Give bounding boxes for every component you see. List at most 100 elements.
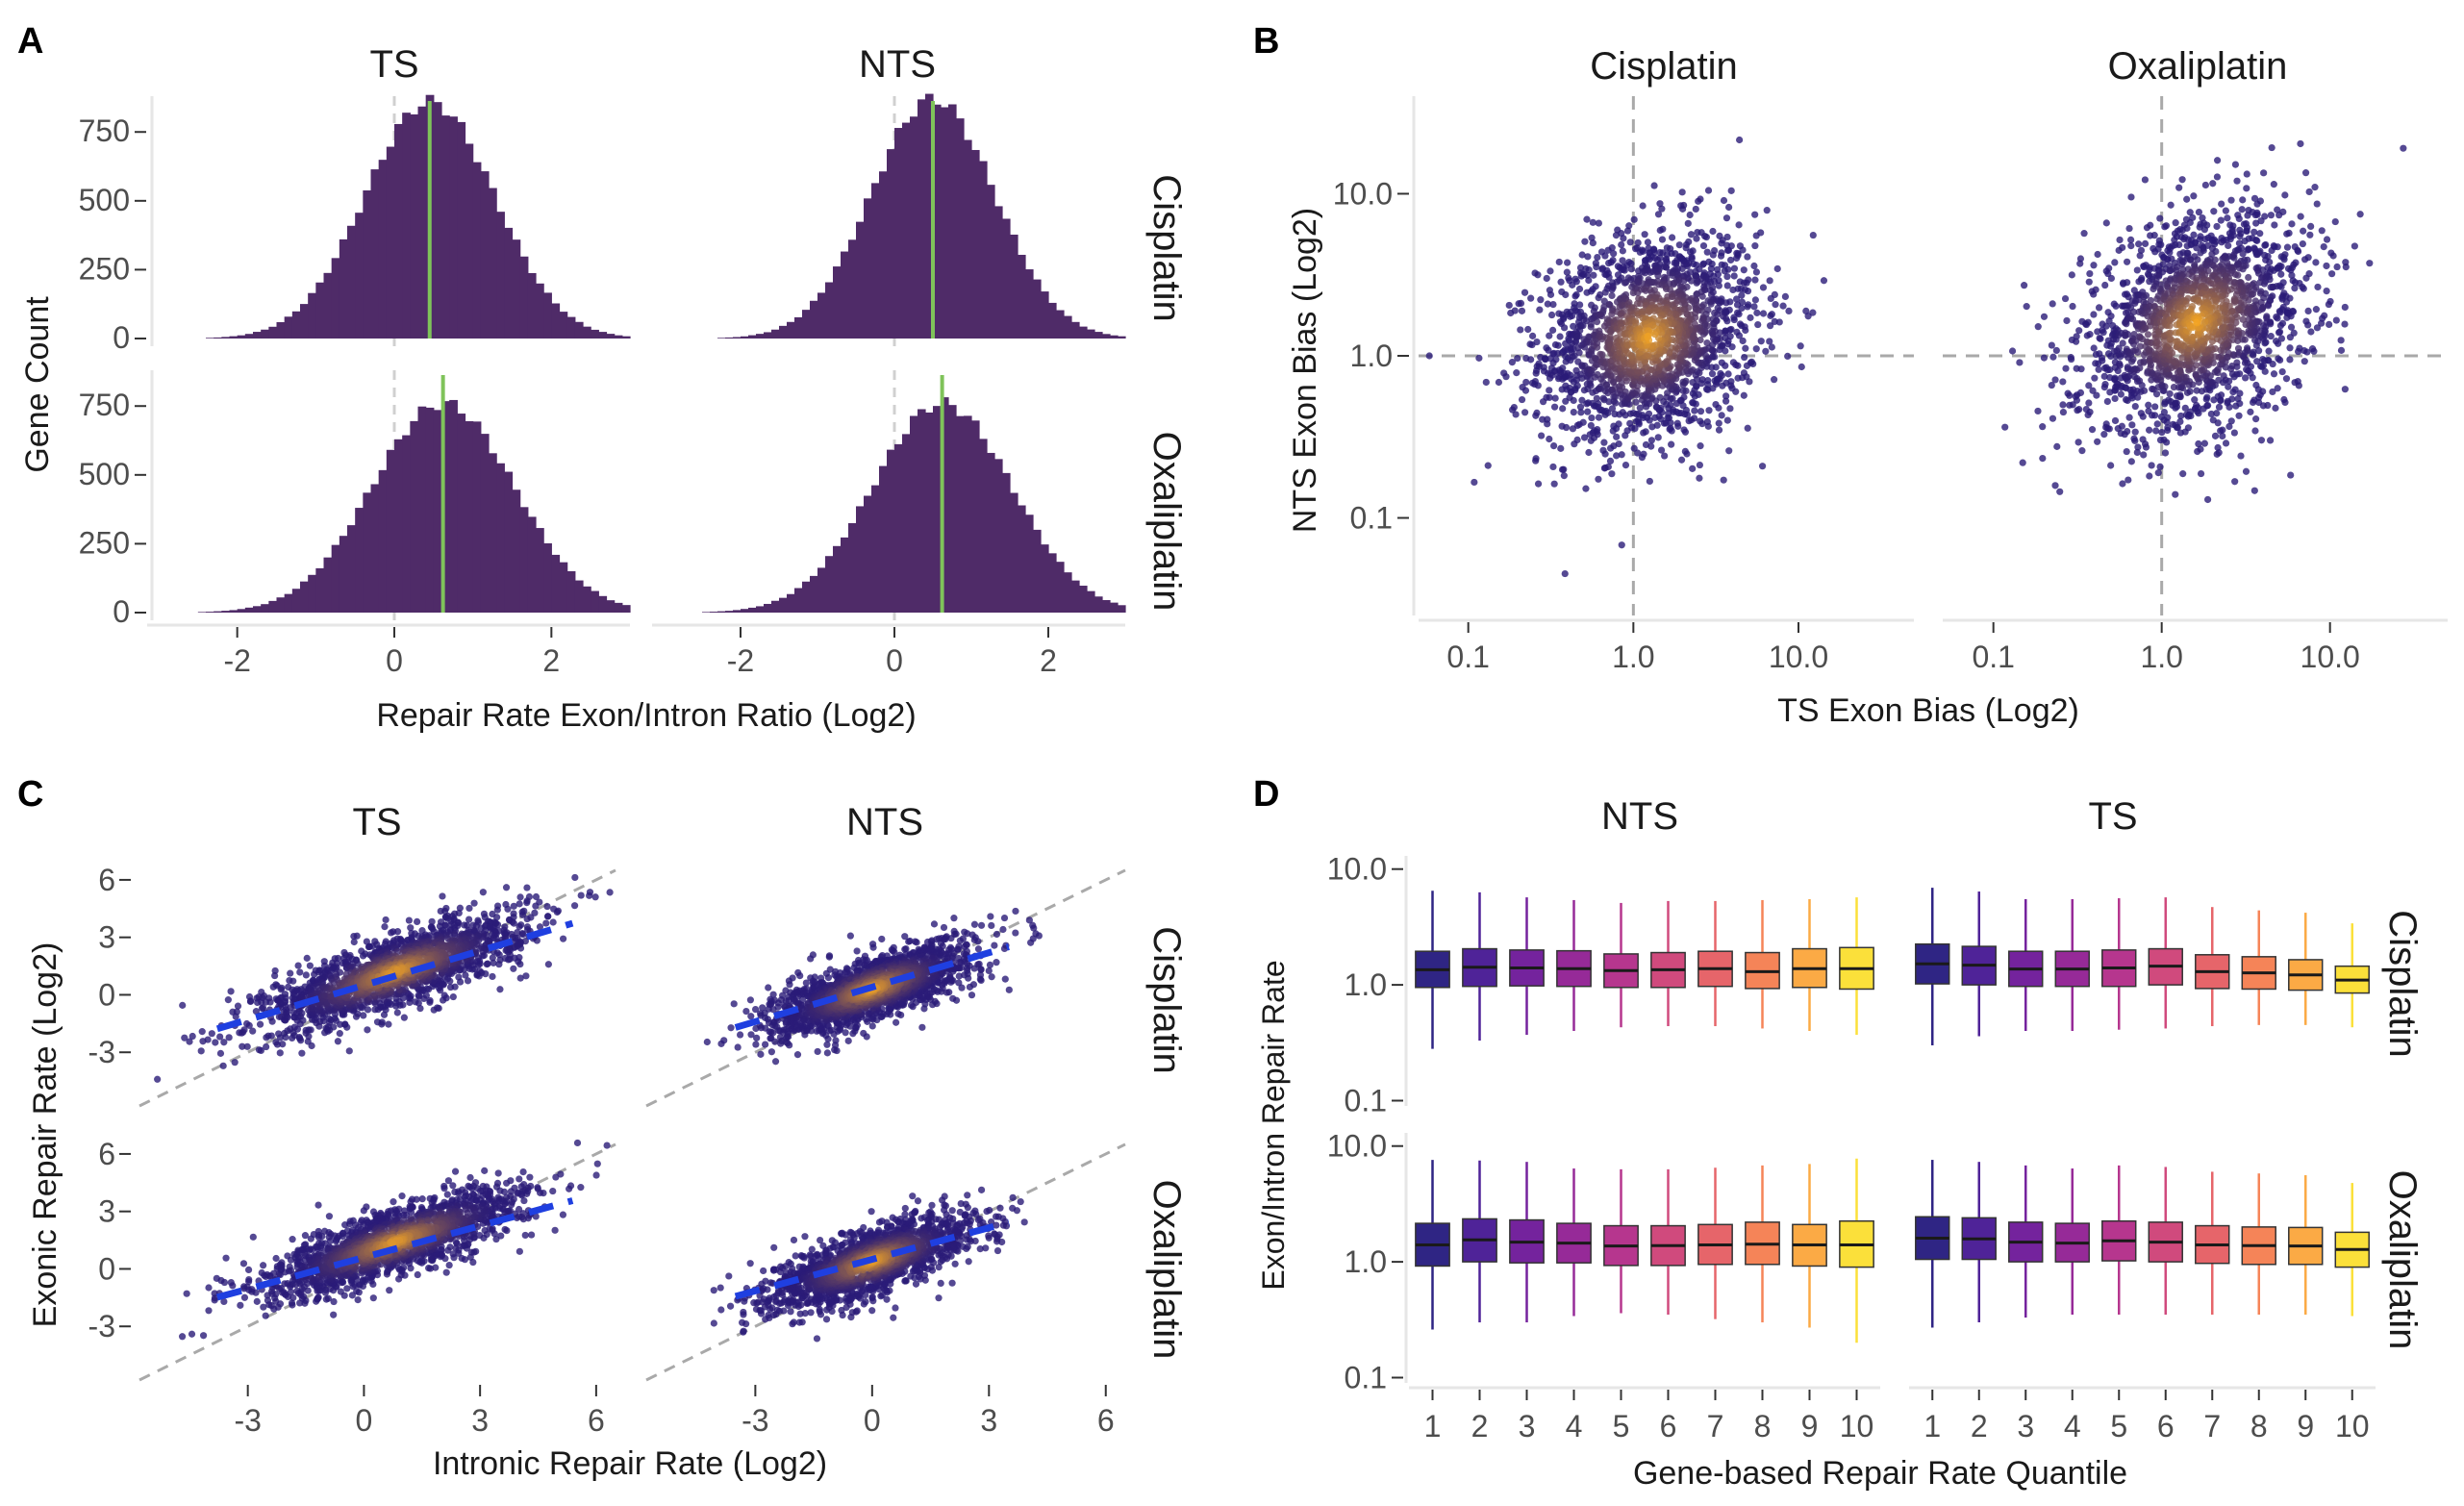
scatter-point	[1561, 569, 1569, 578]
panel-c-y-axis-label: Exonic Repair Rate (Log2)	[27, 942, 63, 1328]
scatter-point	[2300, 227, 2307, 235]
scatter-point	[470, 899, 478, 907]
histogram-bar	[566, 316, 576, 339]
panel-letter-a: A	[17, 21, 43, 62]
scatter-point	[1518, 307, 1526, 314]
histogram-bar	[887, 149, 895, 339]
scatter-point	[1742, 344, 1749, 352]
histogram-bar	[1118, 336, 1126, 339]
scatter-point	[2277, 270, 2285, 278]
panel-d-row-title-cisplatin: Cisplatin	[2381, 910, 2424, 1057]
scatter-point	[2101, 281, 2109, 289]
scatter-point	[2305, 188, 2313, 196]
scatter-point	[2151, 403, 2159, 411]
scatter-point	[271, 971, 279, 980]
scatter-point	[2201, 181, 2209, 189]
scatter-point	[1726, 405, 1734, 413]
scatter-point	[1626, 238, 1634, 246]
scatter-point	[523, 899, 531, 907]
scatter-point	[1698, 316, 1706, 325]
scatter-point	[2267, 332, 2275, 340]
scatter-point	[2231, 386, 2239, 393]
scatter-point	[1621, 266, 1628, 274]
panel-b-scatter: 0.11.010.00.1 1.0 10.0 0.1 1.0 10.0	[1333, 96, 2448, 674]
scatter-point	[1587, 288, 1596, 295]
scatter-point	[2263, 313, 2271, 320]
scatter-point	[296, 968, 304, 976]
scatter-point	[1758, 463, 1767, 470]
scatter-point	[1618, 541, 1625, 549]
scatter-point	[2283, 243, 2292, 251]
scatter-point	[2325, 300, 2332, 309]
scatter-point	[1600, 439, 1608, 446]
scatter-point	[224, 996, 232, 1004]
scatter-point	[1751, 241, 1759, 250]
scatter-point	[1563, 268, 1571, 276]
scatter-point	[2296, 344, 2303, 352]
scatter-point	[1642, 428, 1649, 436]
scatter-point	[1589, 399, 1597, 407]
scatter-point	[2210, 208, 2218, 215]
scatter-point	[1751, 296, 1759, 304]
panel-a-x-tick-label: -2	[223, 643, 250, 678]
scatter-point	[1528, 332, 1537, 339]
panel-b-col-title-cisplatin: Cisplatin	[1590, 45, 1737, 88]
scatter-point	[1752, 268, 1761, 276]
scatter-point	[1685, 417, 1693, 425]
histogram-bar	[725, 337, 734, 339]
scatter-point	[2268, 246, 2275, 255]
scatter-point	[1546, 332, 1553, 339]
panel-d-x-axis-label: Gene-based Repair Rate Quantile	[1633, 1455, 2127, 1492]
histogram-bar	[574, 580, 584, 613]
scatter-point	[1653, 421, 1661, 429]
scatter-point	[2107, 313, 2115, 320]
scatter-point	[1647, 268, 1654, 276]
scatter-point	[1594, 253, 1601, 262]
scatter-point	[2306, 231, 2314, 238]
scatter-point	[382, 916, 390, 924]
scatter-point	[1753, 309, 1761, 316]
scatter-point	[1546, 387, 1553, 394]
scatter-point	[1650, 182, 1658, 189]
scatter-point	[2133, 266, 2141, 274]
scatter-point	[287, 969, 294, 977]
scatter-point	[1705, 407, 1713, 414]
scatter-point	[1689, 378, 1697, 387]
scatter-point	[373, 1018, 382, 1026]
histogram-bar	[918, 409, 926, 613]
panel-a-y-axis-label: Gene Count	[19, 296, 56, 473]
scatter-point	[1593, 394, 1600, 402]
scatter-point	[2075, 406, 2083, 414]
scatter-point	[2238, 206, 2246, 213]
scatter-point	[2288, 220, 2296, 228]
scatter-point	[510, 919, 517, 927]
histogram-bar	[237, 609, 246, 613]
scatter-point	[2090, 290, 2098, 298]
scatter-point	[2267, 284, 2275, 291]
histogram-bar	[856, 221, 865, 339]
scatter-point	[1595, 219, 1602, 227]
histogram-bar	[787, 321, 795, 339]
scatter-point	[2237, 452, 2245, 460]
scatter-point	[2242, 374, 2250, 382]
scatter-point	[2262, 256, 2270, 264]
histogram-bar	[1010, 492, 1018, 613]
scatter-point	[2107, 274, 2115, 283]
scatter-point	[2051, 376, 2059, 384]
scatter-point	[1475, 354, 1483, 362]
scatter-point	[2098, 354, 2106, 362]
scatter-point	[1754, 320, 1762, 329]
scatter-point	[1527, 294, 1535, 302]
scatter-point	[2086, 408, 2094, 416]
histogram-bar	[386, 146, 395, 339]
histogram-bar	[527, 516, 537, 613]
histogram-bar	[543, 542, 552, 613]
histogram-bar	[787, 593, 795, 613]
scatter-point	[2337, 337, 2345, 344]
scatter-point	[1618, 451, 1625, 459]
histogram-bar	[994, 459, 1003, 613]
scatter-point	[1590, 271, 1597, 279]
scatter-point	[2170, 383, 2178, 391]
scatter-point	[1785, 307, 1793, 314]
